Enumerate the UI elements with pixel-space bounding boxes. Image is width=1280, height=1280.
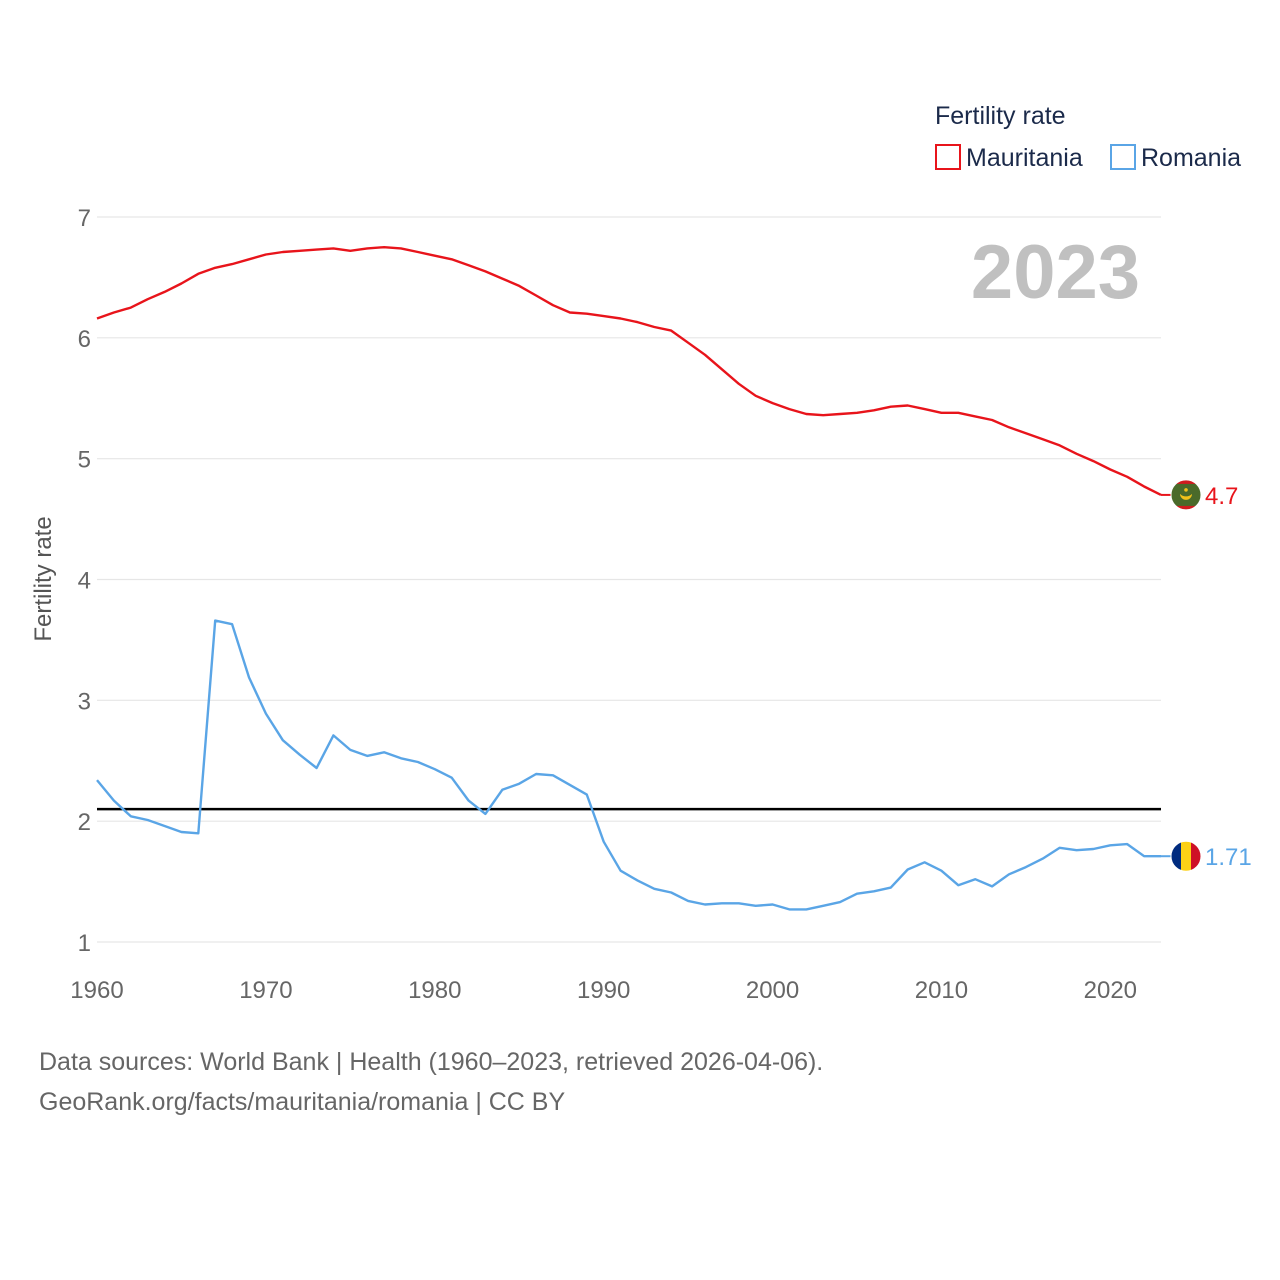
grid-lines (97, 216, 1161, 943)
legend-label-romania: Romania (1141, 144, 1241, 172)
footer: Data sources: World Bank | Health (1960–… (39, 1042, 823, 1122)
legend-swatch-mauritania (935, 144, 961, 170)
end-value-romania: 1.71 (1205, 844, 1252, 871)
y-tick-label: 5 (78, 447, 91, 474)
data-sources-text: Data sources: World Bank | Health (1960–… (39, 1048, 824, 1076)
year-label: 2023 (971, 230, 1140, 315)
legend-item-mauritania[interactable]: Mauritania (935, 144, 1083, 172)
romania-flag-icon (1170, 840, 1202, 872)
y-tick-label: 3 (78, 688, 91, 715)
legend-item-romania[interactable]: Romania (1110, 144, 1241, 172)
x-axis-ticks: 1960 1970 1980 1990 2000 2010 2020 (70, 977, 1137, 1004)
legend-swatch-romania (1110, 144, 1136, 170)
x-tick-label: 1960 (70, 977, 123, 1004)
x-tick-label: 1990 (577, 977, 630, 1004)
y-tick-label: 4 (78, 568, 91, 595)
y-tick-label: 1 (78, 930, 91, 957)
end-markers: 4.7 1.71 (1161, 479, 1252, 872)
y-tick-label: 7 (78, 205, 91, 232)
x-tick-label: 2000 (746, 977, 799, 1004)
x-tick-label: 2020 (1084, 977, 1137, 1004)
series-line-mauritania (96, 245, 1162, 496)
mauritania-flag-icon (1170, 479, 1202, 511)
series-lines (96, 245, 1162, 911)
end-value-mauritania: 4.7 (1205, 483, 1238, 510)
fertility-rate-chart: 1 2 3 4 5 6 7 1960 1970 1980 1990 2000 2010 2020 4.7… (30, 102, 1252, 1004)
credit-link[interactable]: GeoRank.org/facts/mauritania/romania | C… (39, 1088, 566, 1116)
y-tick-label: 2 (78, 809, 91, 836)
legend-label-mauritania: Mauritania (966, 144, 1083, 172)
series-line-romania (96, 619, 1161, 911)
y-axis-label: Fertility rate (30, 516, 57, 641)
x-tick-label: 1970 (239, 977, 292, 1004)
x-tick-label: 1980 (408, 977, 461, 1004)
legend-title: Fertility rate (935, 102, 1066, 130)
y-tick-label: 6 (78, 326, 91, 353)
y-axis-ticks: 1 2 3 4 5 6 7 (78, 205, 91, 957)
x-tick-label: 2010 (915, 977, 968, 1004)
